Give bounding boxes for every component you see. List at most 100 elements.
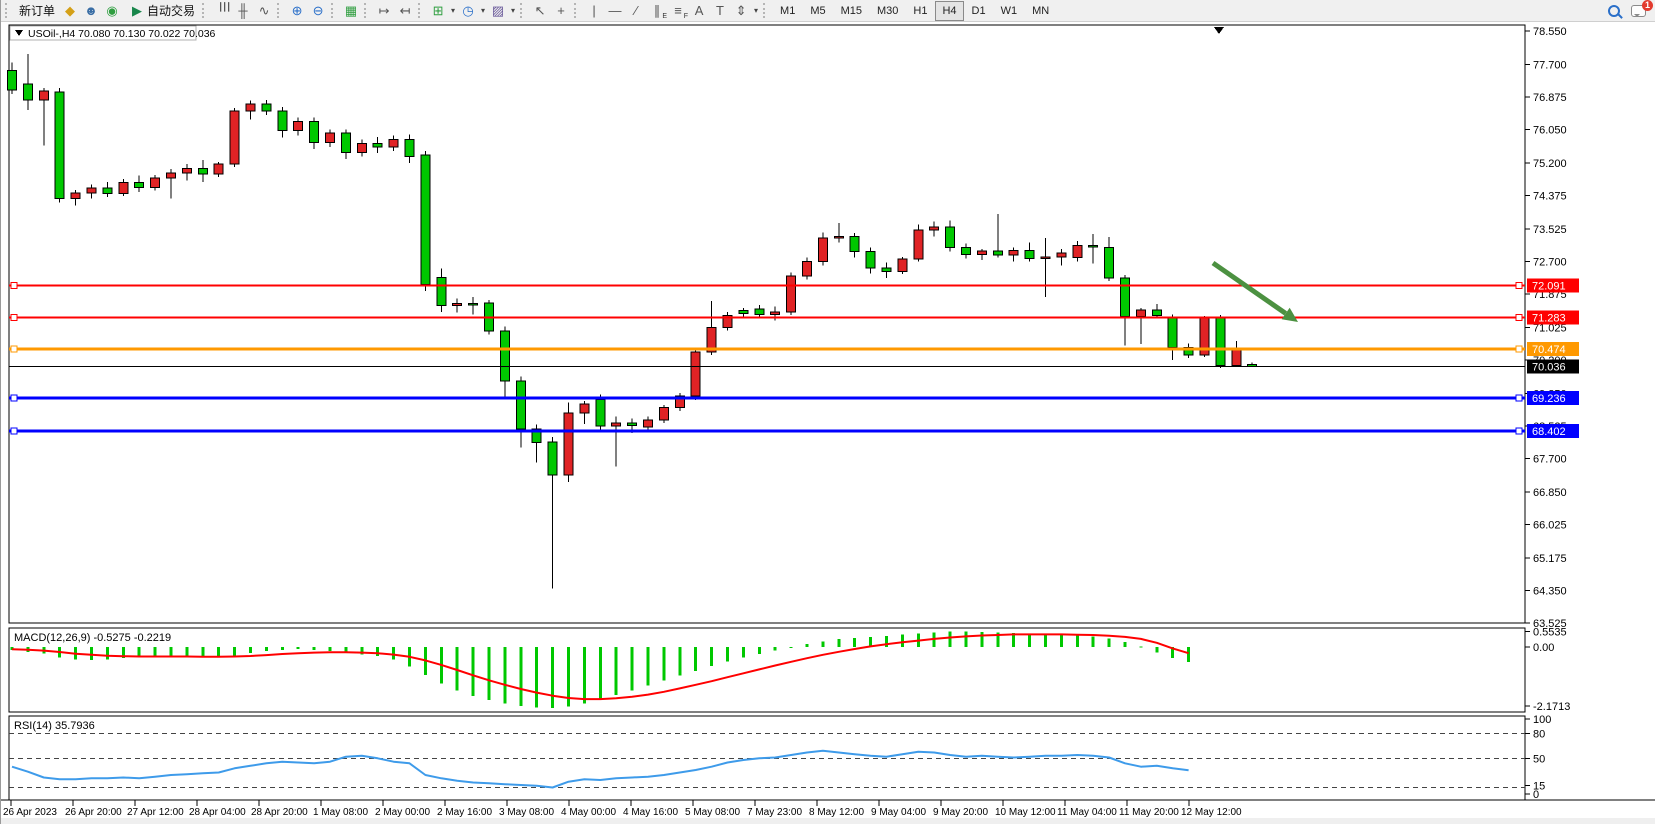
line-chart-icon[interactable]: ∿ bbox=[258, 3, 270, 18]
svg-text:66.025: 66.025 bbox=[1533, 519, 1567, 531]
svg-text:2 May 16:00: 2 May 16:00 bbox=[437, 807, 492, 818]
trendline-icon[interactable]: ∕ bbox=[634, 3, 638, 18]
tile-windows-icon[interactable]: ▦ bbox=[344, 3, 358, 18]
svg-text:3 May 08:00: 3 May 08:00 bbox=[499, 807, 554, 818]
horizontal-line-icon[interactable]: — bbox=[608, 3, 622, 18]
collapse-icon[interactable] bbox=[15, 30, 23, 36]
period-icon-dropdown[interactable]: ▾ bbox=[481, 6, 486, 15]
trend-arrow-annotation[interactable] bbox=[1211, 260, 1298, 322]
svg-text:75.200: 75.200 bbox=[1533, 158, 1567, 170]
add-indicator-icon[interactable]: ⊞ bbox=[432, 3, 444, 18]
time-axis[interactable]: 26 Apr 2023 26 Apr 20:00 27 Apr 12:00 28 Ap… bbox=[1, 799, 1655, 818]
toolbar-grip bbox=[418, 3, 424, 18]
timeframe-D1[interactable]: D1 bbox=[971, 4, 986, 17]
toolbar-grip bbox=[574, 3, 580, 18]
timeframe-H1[interactable]: H1 bbox=[913, 4, 928, 17]
chart-title: USOil-,H4 70.080 70.130 70.022 70.036 bbox=[9, 25, 216, 41]
chart-shift-marker[interactable] bbox=[1214, 27, 1224, 34]
toolbar-grip bbox=[331, 3, 337, 18]
search-icon[interactable] bbox=[1608, 4, 1620, 17]
channel-icon[interactable]: ∥ E bbox=[653, 3, 668, 20]
svg-text:77.700: 77.700 bbox=[1533, 59, 1567, 71]
svg-text:64.350: 64.350 bbox=[1533, 585, 1567, 597]
add-indicator-icon-dropdown[interactable]: ▾ bbox=[451, 6, 456, 15]
bar-chart-icon[interactable]: ☰ bbox=[217, 0, 233, 13]
chart-window[interactable]: MACD(12,26,9) -0.5275 -0.2219 RSI(14) 35.… bbox=[1, 22, 1655, 824]
autotrading-button[interactable]: ▶ 自动交易 bbox=[123, 2, 199, 20]
svg-text:12 May 12:00: 12 May 12:00 bbox=[1181, 807, 1242, 818]
svg-text:-2.1713: -2.1713 bbox=[1533, 701, 1570, 713]
signals-icon[interactable]: ◉ bbox=[106, 3, 118, 18]
timeframe-W1[interactable]: W1 bbox=[1000, 4, 1018, 17]
svg-text:27 Apr 12:00: 27 Apr 12:00 bbox=[127, 807, 184, 818]
svg-text:63.525: 63.525 bbox=[1533, 618, 1567, 630]
svg-text:71.025: 71.025 bbox=[1533, 322, 1567, 334]
svg-text:65.175: 65.175 bbox=[1533, 553, 1567, 565]
svg-text:74.375: 74.375 bbox=[1533, 190, 1567, 202]
fibonacci-icon[interactable]: ≡ F bbox=[674, 3, 689, 20]
seal-icon[interactable]: ◆ bbox=[65, 3, 76, 18]
svg-text:72.700: 72.700 bbox=[1533, 256, 1567, 268]
vertical-line-icon[interactable]: | bbox=[592, 3, 596, 18]
crosshair-icon[interactable]: + bbox=[557, 3, 565, 18]
text-label-icon[interactable]: T bbox=[716, 3, 724, 18]
chart-canvas[interactable]: MACD(12,26,9) -0.5275 -0.2219 RSI(14) 35.… bbox=[1, 22, 1655, 824]
svg-text:4 May 00:00: 4 May 00:00 bbox=[561, 807, 616, 818]
community-icon[interactable]: ☻ bbox=[84, 3, 98, 18]
timeframe-M5[interactable]: M5 bbox=[810, 4, 826, 17]
toolbar-grip bbox=[5, 3, 11, 18]
chart-shift-icon[interactable]: ↤ bbox=[399, 3, 411, 18]
timeframe-H4[interactable]: H4 bbox=[935, 0, 964, 21]
shapes-icon-dropdown[interactable]: ▾ bbox=[754, 6, 759, 15]
toolbar-grip bbox=[277, 3, 283, 18]
svg-text:78.550: 78.550 bbox=[1533, 26, 1567, 38]
svg-text:50: 50 bbox=[1533, 753, 1545, 765]
svg-text:76.050: 76.050 bbox=[1533, 125, 1567, 137]
shapes-icon[interactable]: ⇕ bbox=[735, 3, 747, 18]
timeframe-M30[interactable]: M30 bbox=[877, 4, 899, 17]
svg-text:70.036: 70.036 bbox=[1532, 361, 1566, 373]
template-icon-dropdown[interactable]: ▾ bbox=[511, 6, 516, 15]
zoom-in-icon[interactable]: ⊕ bbox=[291, 3, 303, 18]
svg-text:26 Apr 2023: 26 Apr 2023 bbox=[3, 807, 57, 818]
svg-text:9 May 04:00: 9 May 04:00 bbox=[871, 807, 926, 818]
toolbar-grip bbox=[520, 3, 526, 18]
notification-badge: 1 bbox=[1641, 0, 1653, 11]
text-icon[interactable]: A bbox=[694, 3, 704, 18]
svg-text:72.091: 72.091 bbox=[1532, 280, 1566, 292]
timeframe-M1[interactable]: M1 bbox=[780, 4, 796, 17]
svg-text:67.700: 67.700 bbox=[1533, 453, 1567, 465]
timeframe-MN[interactable]: MN bbox=[1032, 4, 1050, 17]
macd-indicator: MACD(12,26,9) -0.5275 -0.2219 bbox=[10, 631, 1191, 708]
svg-text:2 May 00:00: 2 May 00:00 bbox=[375, 807, 430, 818]
cursor-icon[interactable]: ↖ bbox=[534, 3, 546, 18]
svg-text:9 May 20:00: 9 May 20:00 bbox=[933, 807, 988, 818]
svg-text:71.283: 71.283 bbox=[1532, 312, 1566, 324]
chat-icon[interactable]: 1 bbox=[1631, 0, 1653, 17]
zoom-out-icon[interactable]: ⊖ bbox=[312, 3, 324, 18]
svg-text:0.5535: 0.5535 bbox=[1533, 627, 1567, 639]
svg-text:11 May 04:00: 11 May 04:00 bbox=[1057, 807, 1117, 818]
toolbar-grip bbox=[202, 3, 208, 18]
svg-text:26 Apr 20:00: 26 Apr 20:00 bbox=[65, 807, 122, 818]
period-icon[interactable]: ◷ bbox=[462, 3, 474, 18]
candlestick-icon[interactable]: ╫ bbox=[238, 3, 248, 18]
svg-text:68.402: 68.402 bbox=[1532, 426, 1566, 438]
svg-text:80: 80 bbox=[1533, 728, 1545, 740]
svg-text:8 May 12:00: 8 May 12:00 bbox=[809, 807, 864, 818]
template-icon[interactable]: ▨ bbox=[491, 3, 505, 18]
svg-text:1 May 08:00: 1 May 08:00 bbox=[313, 807, 368, 818]
svg-text:7 May 23:00: 7 May 23:00 bbox=[747, 807, 802, 818]
svg-text:10 May 12:00: 10 May 12:00 bbox=[995, 807, 1056, 818]
svg-text:15: 15 bbox=[1533, 781, 1545, 793]
price-line-labels: 72.091 71.283 70.474 69.236 68.402 70.036 bbox=[1527, 278, 1579, 438]
horizontal-lines[interactable] bbox=[9, 281, 1525, 435]
svg-text:0: 0 bbox=[1533, 789, 1539, 801]
new-order-button[interactable]: 新订单 bbox=[19, 4, 56, 18]
symbol-ohlc-text: USOil-,H4 70.080 70.130 70.022 70.036 bbox=[28, 28, 216, 40]
auto-scroll-icon[interactable]: ↦ bbox=[378, 3, 390, 18]
svg-text:0.00: 0.00 bbox=[1533, 642, 1554, 654]
macd-label: MACD(12,26,9) -0.5275 -0.2219 bbox=[14, 632, 171, 644]
timeframe-M15[interactable]: M15 bbox=[840, 4, 862, 17]
